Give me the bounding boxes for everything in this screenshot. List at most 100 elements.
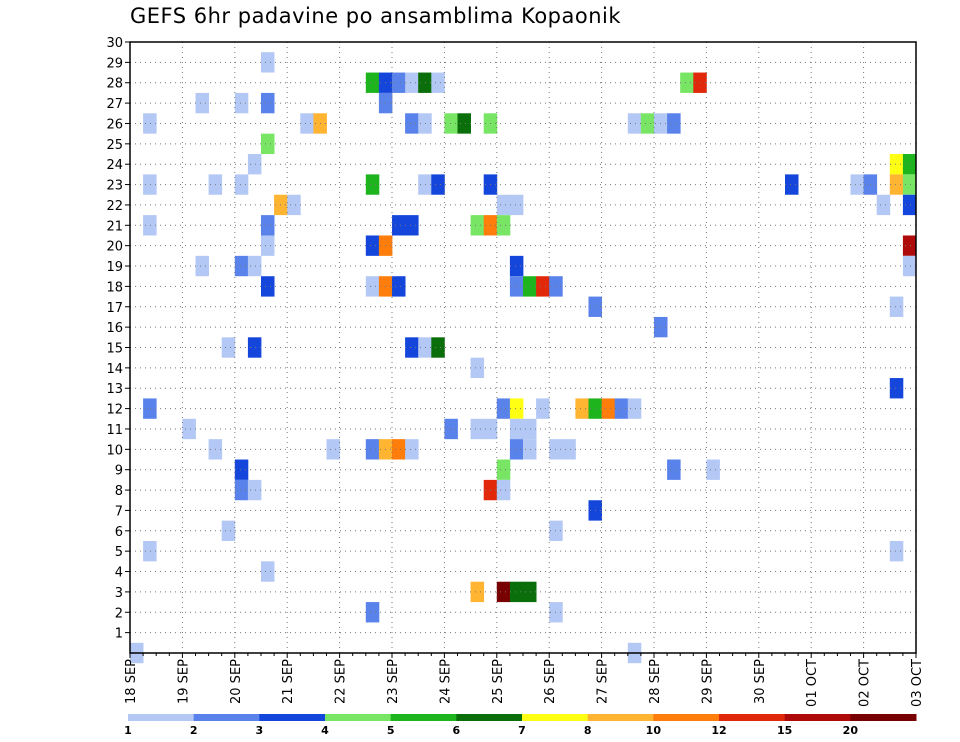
x-tick-label: 03 OCT bbox=[910, 659, 925, 707]
y-tick-label: 27 bbox=[106, 97, 123, 112]
data-cell bbox=[365, 439, 380, 460]
data-cell bbox=[261, 92, 275, 114]
data-cell bbox=[509, 418, 524, 440]
x-tick-label: 27 SEP bbox=[596, 659, 611, 704]
data-cell bbox=[405, 113, 419, 134]
colorbar-label: 12 bbox=[711, 724, 726, 737]
data-cell bbox=[785, 174, 799, 195]
x-tick-label: 02 OCT bbox=[858, 659, 873, 707]
data-cell bbox=[431, 337, 445, 358]
data-cell bbox=[195, 92, 209, 114]
data-cell bbox=[614, 398, 629, 419]
x-tick-label: 30 SEP bbox=[753, 659, 768, 704]
colorbar-segment bbox=[259, 714, 326, 721]
data-cell bbox=[509, 194, 524, 216]
data-cell bbox=[287, 194, 301, 216]
data-cell bbox=[902, 194, 917, 216]
y-tick-label: 26 bbox=[106, 117, 123, 132]
x-tick-label: 28 SEP bbox=[648, 659, 663, 704]
data-cell bbox=[496, 459, 511, 480]
data-cell bbox=[405, 439, 419, 460]
data-cell bbox=[523, 581, 537, 603]
data-cell bbox=[667, 459, 681, 480]
y-tick-label: 29 bbox=[106, 56, 123, 71]
data-cell bbox=[876, 194, 891, 216]
data-cell bbox=[431, 72, 445, 93]
data-cell bbox=[247, 154, 262, 175]
colorbar-label: 4 bbox=[321, 724, 329, 737]
data-cell bbox=[509, 276, 524, 297]
data-cell bbox=[143, 113, 157, 134]
data-cell bbox=[195, 255, 209, 277]
y-tick-label: 6 bbox=[115, 525, 123, 540]
data-cell bbox=[889, 378, 904, 399]
data-cell bbox=[418, 113, 432, 134]
data-cell bbox=[536, 398, 550, 419]
data-cell bbox=[470, 215, 485, 236]
colorbar-label: 10 bbox=[646, 724, 662, 737]
data-cell bbox=[889, 540, 904, 562]
data-cell bbox=[889, 154, 904, 175]
data-cell bbox=[431, 174, 445, 195]
x-tick-label: 21 SEP bbox=[281, 659, 296, 704]
y-tick-label: 20 bbox=[106, 240, 123, 255]
y-tick-label: 2 bbox=[115, 606, 123, 621]
data-cell bbox=[392, 439, 406, 460]
data-cell bbox=[234, 92, 249, 114]
data-cell bbox=[496, 215, 511, 236]
colorbar-label: 7 bbox=[518, 724, 526, 737]
data-cell bbox=[365, 276, 380, 297]
colorbar-segment bbox=[325, 714, 392, 721]
data-cell bbox=[902, 235, 917, 256]
colorbar-segment bbox=[587, 714, 654, 721]
colorbar-segment bbox=[193, 714, 260, 721]
colorbar-label: 15 bbox=[777, 724, 792, 737]
data-cell bbox=[365, 602, 380, 623]
colorbar-segment bbox=[850, 714, 917, 721]
colorbar-label: 5 bbox=[387, 724, 395, 737]
data-cell bbox=[261, 133, 275, 155]
data-cell bbox=[680, 72, 694, 93]
data-cell bbox=[536, 276, 550, 297]
x-tick-label: 20 SEP bbox=[229, 659, 244, 704]
data-cell bbox=[523, 276, 537, 297]
y-tick-label: 22 bbox=[106, 199, 123, 214]
data-cell bbox=[365, 72, 380, 93]
data-cell bbox=[509, 439, 524, 460]
data-cell bbox=[509, 581, 524, 603]
colorbar-label: 2 bbox=[190, 724, 198, 737]
x-tick-label: 25 SEP bbox=[491, 659, 506, 704]
data-cell bbox=[902, 255, 917, 277]
y-tick-label: 19 bbox=[106, 260, 123, 275]
y-tick-label: 16 bbox=[106, 321, 123, 336]
colorbar-label: 8 bbox=[584, 724, 592, 737]
data-cell bbox=[143, 215, 157, 236]
y-tick-label: 9 bbox=[115, 464, 123, 479]
colorbar-segment bbox=[522, 714, 589, 721]
y-tick-label: 11 bbox=[106, 423, 123, 438]
data-cell bbox=[300, 113, 314, 134]
data-cell bbox=[444, 418, 458, 440]
data-cell bbox=[418, 72, 432, 93]
y-tick-label: 1 bbox=[115, 627, 123, 642]
y-tick-label: 3 bbox=[115, 586, 123, 601]
data-cell bbox=[470, 357, 485, 379]
data-cell bbox=[234, 459, 249, 480]
x-tick-label: 29 SEP bbox=[700, 659, 715, 704]
data-cell bbox=[523, 418, 537, 440]
y-tick-label: 17 bbox=[106, 301, 123, 316]
data-cell bbox=[444, 113, 458, 134]
data-cell bbox=[143, 174, 157, 195]
data-cell bbox=[392, 276, 406, 297]
data-cell bbox=[234, 479, 249, 501]
chart-title: GEFS 6hr padavine po ansamblima Kopaonik bbox=[130, 4, 622, 28]
x-tick-label: 24 SEP bbox=[438, 659, 453, 704]
data-cell bbox=[221, 520, 236, 541]
data-cell bbox=[457, 113, 471, 134]
y-tick-label: 24 bbox=[106, 158, 123, 173]
data-cell bbox=[902, 174, 917, 195]
colorbar-label: 6 bbox=[453, 724, 461, 737]
y-tick-label: 12 bbox=[106, 403, 123, 418]
x-tick-label: 18 SEP bbox=[124, 659, 139, 704]
